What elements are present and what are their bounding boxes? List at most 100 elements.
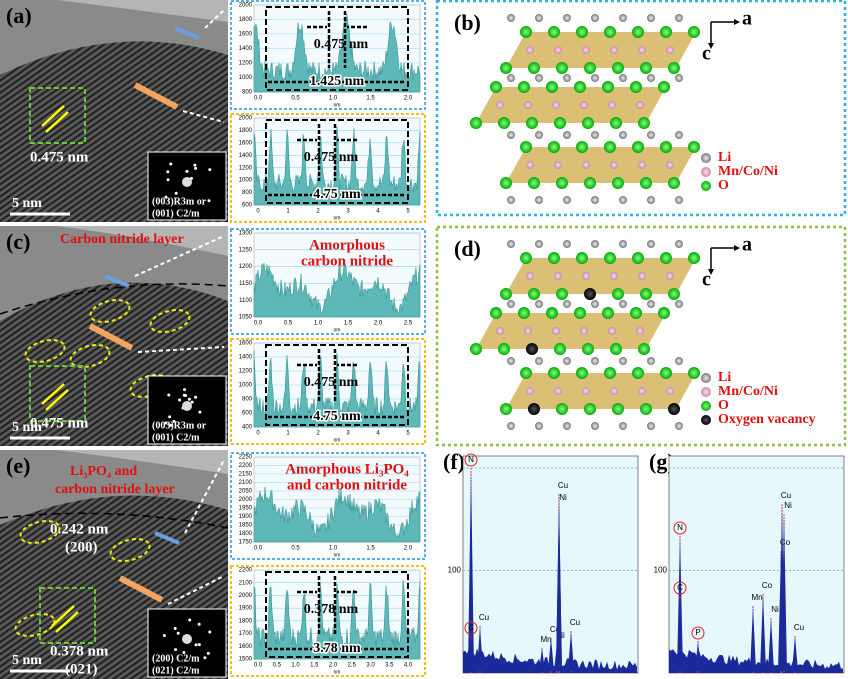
spacing-label: (021) [65,661,98,677]
fft-spot [188,618,192,622]
y-tick-label: 1600 [239,644,253,650]
atom-o [500,62,512,74]
atom-o [604,252,616,264]
fft-spot [198,410,202,414]
atom-tm [554,46,562,54]
scale-bar-label: 5 nm [12,653,42,668]
atom-o [582,343,594,355]
atom-tm [666,46,674,54]
x-tick-label: 1 [286,431,290,437]
panel-label: (a) [6,3,32,28]
atom-li [507,14,515,22]
atom-li [591,14,599,22]
atom-tm [608,327,616,335]
legend-label: Li [718,150,731,165]
x-tick-label: 2.0 [374,321,383,327]
spectrum-peak [750,606,756,671]
x-tick-label: 2.0 [404,546,413,552]
y-tick-label: 2200 [239,568,253,574]
profile-line-orange [118,575,164,603]
measure-box [265,571,409,658]
y-tick-label: 2200 [239,463,253,469]
x-axis-label: nm [334,552,341,558]
atom-o [630,307,642,319]
atom-o [688,26,700,38]
axis-arrows [710,247,736,271]
y-tick-label: 1500 [239,657,253,663]
spacing-label: 0.475 nm [30,415,89,431]
y-tick-label: 1200 [239,165,253,171]
spacing-label: (200) [65,539,98,555]
atom-li [647,240,655,248]
y-tick-label: 1600 [239,341,253,347]
fft-spot [174,191,178,195]
y-tick-label: 2000 [239,593,253,599]
atom-tm [526,272,534,280]
axis-label: c [702,269,711,291]
atom-o [658,81,670,93]
atom-li [563,74,571,82]
spectrum-area [668,455,845,674]
atom-o [584,403,596,415]
x-axis-label: nm [334,215,341,221]
atom-li [619,240,627,248]
atom-o [688,367,700,379]
vacuum [57,226,228,256]
x-axis-label: nm [334,437,341,443]
atom-o [526,117,538,129]
x-tick-label: 4 [376,209,380,215]
fft-spot [173,626,177,630]
measure-marks [268,11,406,84]
atom-o [576,252,588,264]
atom-tm [554,272,562,280]
atom-tm [610,161,618,169]
y-tick-label: 2050 [239,489,253,495]
peak-circle [691,626,705,640]
fft-spot [183,388,187,392]
x-axis-label: nm [334,327,341,333]
measure-label: 4.75 nm [313,409,361,424]
peak-label: Cu [794,623,804,632]
annotation: carbon nitride [301,253,393,269]
atom-li [591,131,599,139]
panel-label: (d) [454,236,481,261]
atom-li [563,422,571,430]
atom-o [602,81,614,93]
atom-li [507,240,515,248]
atom-o [612,288,624,300]
y-tick-label: 1000 [239,75,253,81]
atom-li [535,196,543,204]
legend-swatch [701,373,711,383]
atom-li [619,196,627,204]
atom-o [612,177,624,189]
atom-o [688,141,700,153]
y-tick-label: 1100 [239,298,253,304]
atom-li [675,240,683,248]
atom-tm [554,387,562,395]
peak-label: Cu [479,613,489,622]
peak-circle [464,621,478,635]
region-box [29,365,86,422]
measure-marks [268,349,406,419]
fft-spot [197,643,201,647]
x-tick-label: 0 [256,209,260,215]
y-tick-label: 1600 [239,32,253,38]
y-tick-label: 1200 [239,61,253,67]
amorphous-region [0,0,228,75]
atom-tm [526,46,534,54]
y-tick-label: 2100 [239,480,253,486]
atom-li [619,131,627,139]
fft-spot [185,169,189,173]
fft-center [182,634,192,644]
fft-spot [182,651,186,655]
fft-spot [184,393,188,397]
atom-tm [610,387,618,395]
atom-o [582,117,594,129]
atom-tm [524,101,532,109]
atom-tm [582,46,590,54]
atom-li [507,422,515,430]
y-tick-label: 1700 [239,631,253,637]
spectrum-background [669,649,843,673]
x-tick-label: 0 [256,431,260,437]
peak-label: N [677,523,683,532]
